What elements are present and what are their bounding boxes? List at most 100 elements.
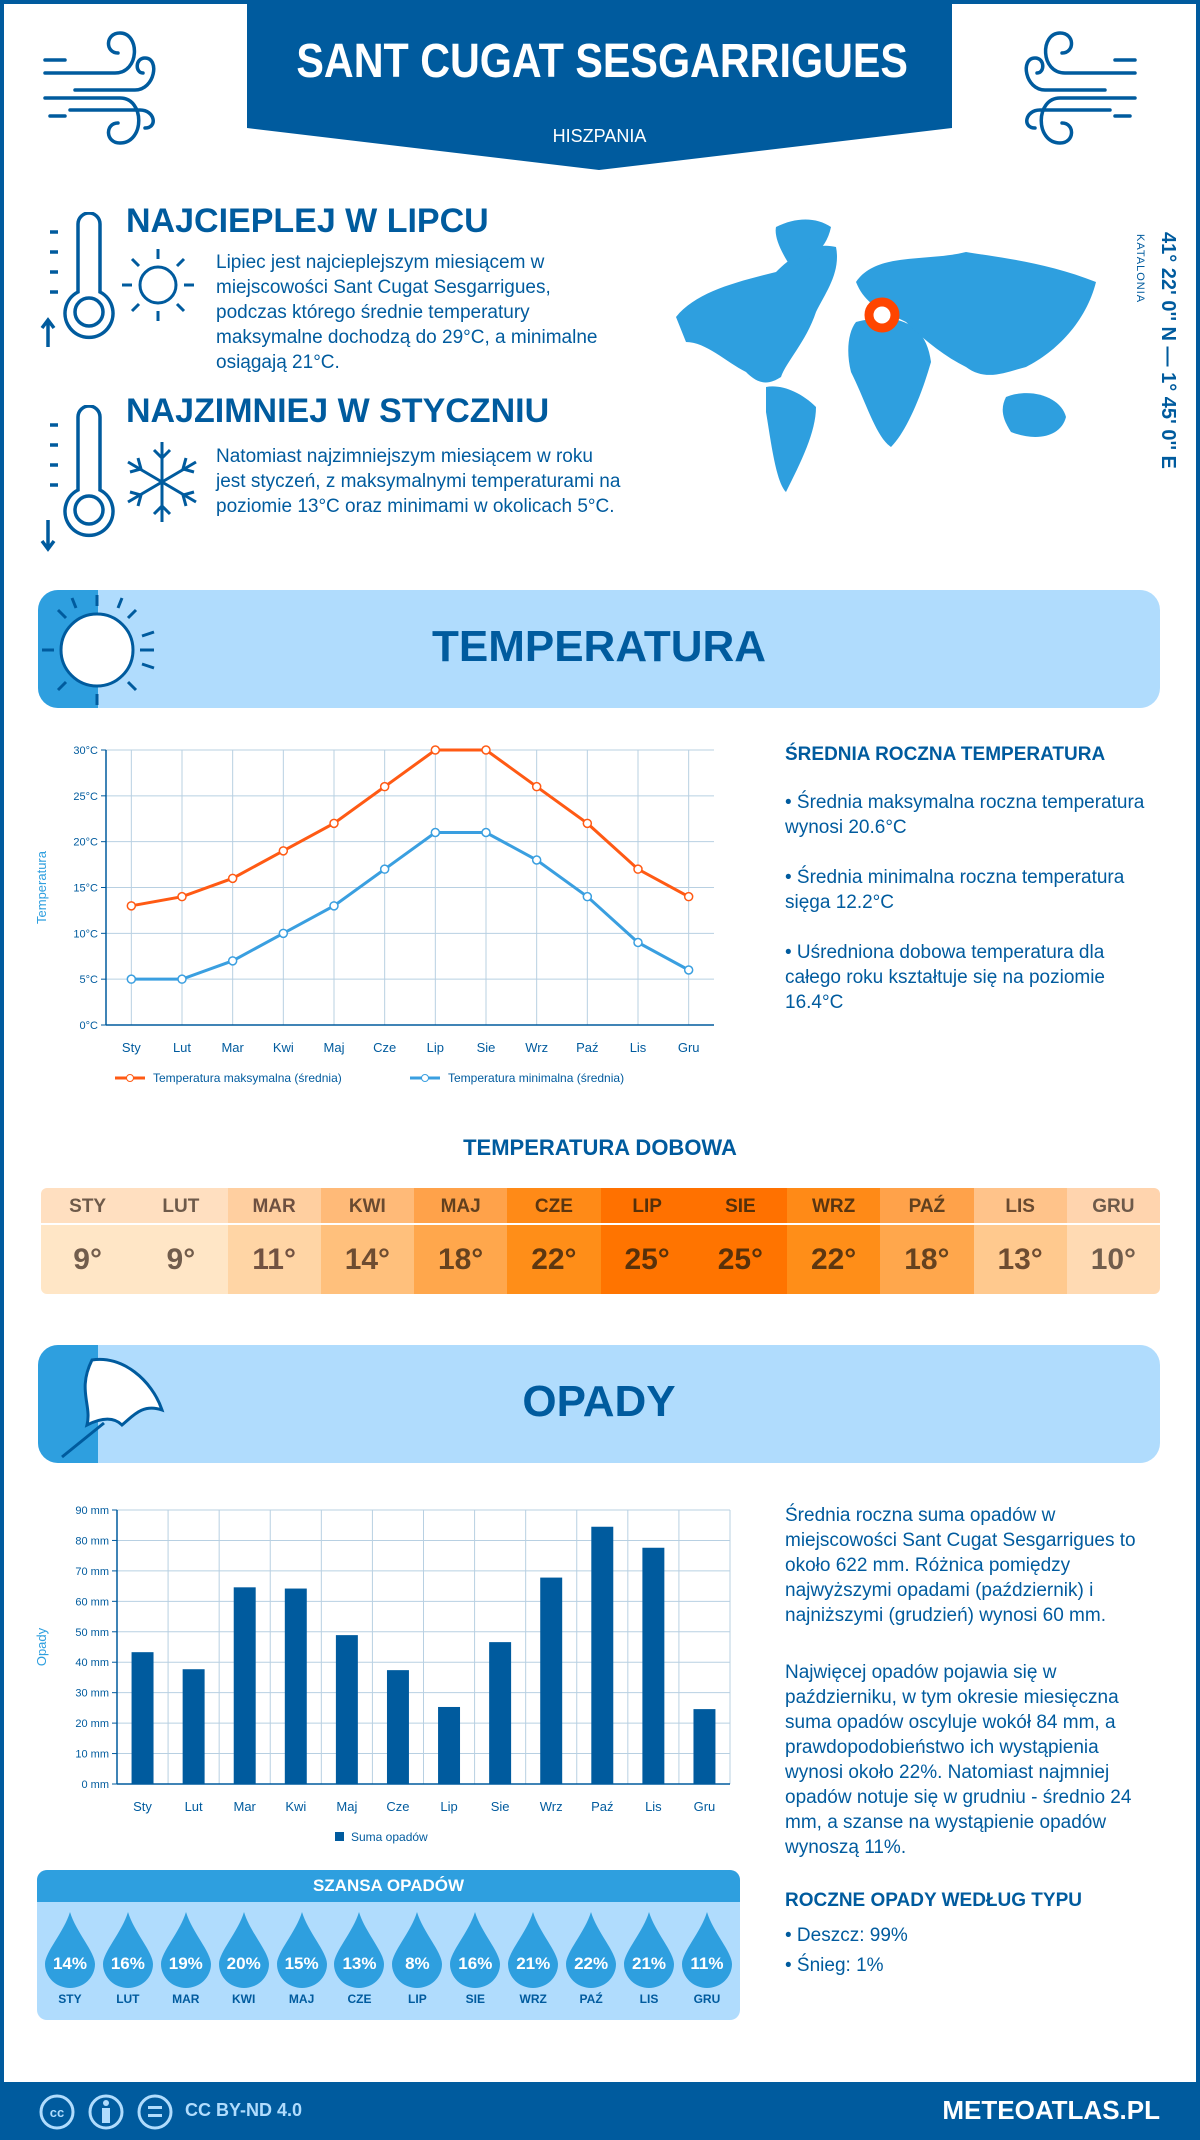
data-point: [379, 781, 390, 792]
x-tick-label: Lis: [645, 1799, 662, 1814]
daily-value: 25°: [693, 1225, 787, 1294]
y-tick-label: 50 mm: [75, 1627, 109, 1639]
x-tick-label: Kwi: [273, 1040, 294, 1055]
data-point: [278, 928, 289, 939]
daily-month: WRZ: [787, 1188, 881, 1225]
precip-banner: [38, 1345, 1160, 1463]
wind-icon: [43, 31, 156, 145]
x-tick-label: Maj: [336, 1799, 357, 1814]
data-point: [481, 827, 491, 838]
daily-month: PAŹ: [880, 1188, 974, 1225]
legend-marker: [421, 1074, 429, 1082]
daily-temp-col: KWI 14°: [320, 1188, 414, 1294]
daily-value: 9°: [134, 1225, 228, 1294]
x-tick-label: Mar: [234, 1799, 257, 1814]
daily-temp-col: CZE 22°: [507, 1188, 601, 1294]
y-tick-label: 0°C: [80, 1020, 99, 1032]
data-point: [329, 818, 339, 829]
chance-value: 21%: [632, 1954, 667, 1973]
chance-month: LIP: [408, 1992, 427, 2006]
chance-value: 11%: [690, 1954, 724, 1973]
raindrop-icon: [160, 1912, 211, 1988]
temp-bullet: • Średnia maksymalna roczna temperatura …: [785, 792, 1145, 838]
chance-drop: 16% SIE: [448, 1902, 502, 2006]
daily-temp-col: SIE 25°: [693, 1188, 787, 1294]
daily-temp-col: PAŹ 18°: [880, 1188, 974, 1294]
daily-temp-table: STY 9° LUT 9° MAR 11° KWI 14° MAJ 18° CZE 22° LIP 25°…: [41, 1188, 1160, 1294]
temp-summary-title: ŚREDNIA ROCZNA TEMPERATURA: [785, 744, 1106, 765]
legend-marker: [126, 1074, 134, 1082]
page-title: SANT CUGAT SESGARRIGUES: [296, 35, 908, 88]
data-point: [379, 864, 390, 874]
daily-value: 22°: [787, 1225, 881, 1294]
data-point: [329, 901, 339, 911]
site-name[interactable]: METEOATLAS.PL: [942, 2095, 1160, 2125]
chance-month: SIE: [465, 1992, 485, 2006]
chance-month: GRU: [693, 1992, 721, 2006]
daily-temp-col: LIS 13°: [973, 1188, 1067, 1294]
daily-value: 9°: [41, 1225, 135, 1294]
chance-month: WRZ: [519, 1992, 547, 2006]
chance-value: 13%: [342, 1954, 377, 1973]
x-tick-label: Sty: [133, 1799, 152, 1814]
series-line: [131, 831, 690, 981]
world-map: [676, 219, 1096, 492]
x-tick-label: Paź: [591, 1799, 613, 1814]
chance-month: LIS: [639, 1992, 659, 2006]
daily-month: GRU: [1066, 1188, 1160, 1225]
warmest-heading: NAJCIEPLEJ W LIPCU: [126, 202, 489, 240]
daily-value: 13°: [973, 1225, 1067, 1294]
license-text[interactable]: CC BY-ND 4.0: [185, 2100, 303, 2120]
x-tick-label: Kwi: [285, 1799, 306, 1814]
x-tick-label: Lut: [173, 1040, 191, 1055]
svg-text:cc: cc: [50, 2105, 64, 2120]
daily-temp-col: LUT 9°: [134, 1188, 228, 1294]
daily-temp-col: STY 9°: [41, 1188, 135, 1294]
legend-swatch: [335, 1832, 344, 1841]
chance-value: 22%: [574, 1954, 609, 1973]
data-point: [582, 891, 593, 902]
daily-month: KWI: [320, 1188, 414, 1225]
data-point: [278, 846, 289, 856]
chance-value: 16%: [458, 1954, 493, 1973]
bar: [182, 1669, 205, 1784]
data-point: [481, 745, 491, 755]
y-tick-label: 30 mm: [75, 1688, 109, 1700]
raindrop-icon: [334, 1912, 385, 1988]
raindrop-icon: [102, 1912, 153, 1988]
precip-chance-box: SZANSA OPADÓW 14% STY 16% LUT 19% MAR 20% KWI 15…: [37, 1870, 740, 2020]
daily-month: SIE: [693, 1188, 787, 1225]
coldest-heading: NAJZIMNIEJ W STYCZNIU: [126, 392, 550, 430]
bar: [591, 1526, 614, 1784]
daily-month: MAJ: [414, 1188, 508, 1225]
chance-drop: 13% CZE: [332, 1902, 386, 2006]
chance-drop: 21% LIS: [622, 1902, 676, 2006]
daily-month: LUT: [134, 1188, 228, 1225]
daily-month: LIP: [600, 1188, 694, 1225]
bar: [489, 1642, 512, 1784]
daily-temp-title: TEMPERATURA DOBOWA: [463, 1135, 737, 1160]
bar: [284, 1588, 307, 1784]
x-tick-label: Maj: [324, 1040, 345, 1055]
daily-temp-col: WRZ 22°: [787, 1188, 881, 1294]
y-tick-label: 5°C: [80, 974, 99, 986]
chance-drop: 22% PAŹ: [564, 1902, 618, 2006]
footer: cc CC BY-ND 4.0 METEOATLAS.PL: [0, 2082, 1200, 2140]
x-tick-label: Lip: [427, 1040, 444, 1055]
data-point: [227, 956, 238, 966]
data-point: [683, 891, 694, 902]
umbrella-icon: [61, 1357, 165, 1459]
data-point: [633, 937, 643, 948]
daily-value: 18°: [880, 1225, 974, 1294]
country-label: HISZPANIA: [552, 126, 647, 146]
x-tick-label: Cze: [386, 1799, 409, 1814]
x-tick-label: Paź: [576, 1040, 598, 1055]
raindrop-icon: [392, 1912, 443, 1988]
precip-text-1: Średnia roczna suma opadów w miejscowośc…: [785, 1505, 1136, 1626]
bar: [642, 1547, 665, 1784]
y-tick-label: 10 mm: [75, 1749, 109, 1761]
daily-temp-col: MAR 11°: [227, 1188, 321, 1294]
cc-license-icons[interactable]: cc: [38, 2092, 178, 2132]
y-tick-label: 25°C: [73, 791, 98, 803]
y-tick-label: 90 mm: [75, 1505, 109, 1517]
